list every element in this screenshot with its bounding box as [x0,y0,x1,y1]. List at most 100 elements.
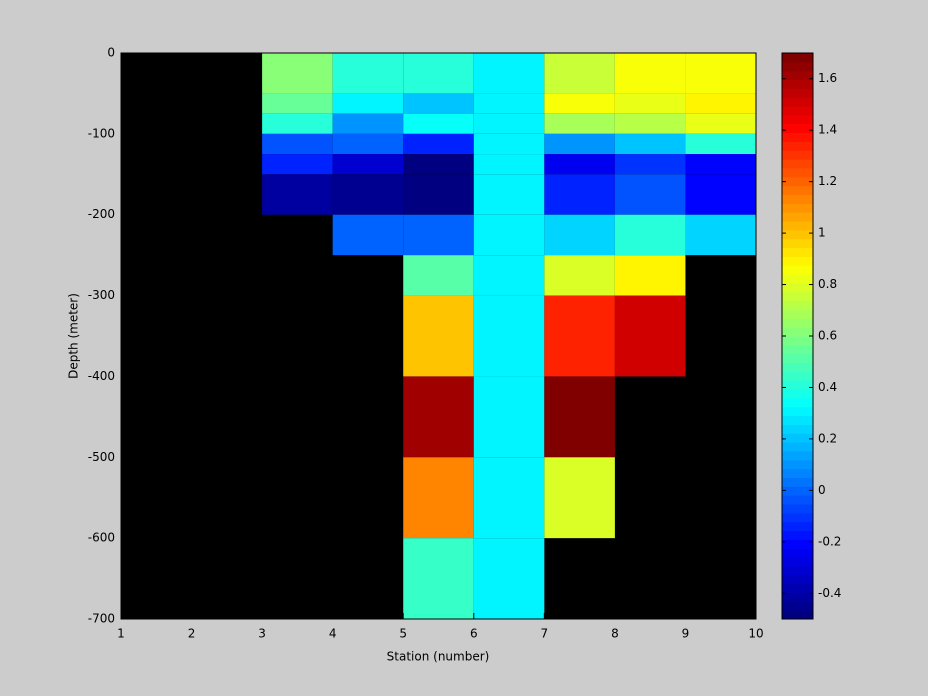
colorbar-segment [782,592,813,602]
heatmap-cell [403,295,474,377]
colorbar-segment [782,53,813,63]
heatmap-cell [544,255,615,296]
heatmap-cell [614,295,686,377]
heatmap-cell [403,214,474,256]
colorbar-segment [782,336,813,346]
heatmap-cell [544,376,615,458]
colorbar-segment [782,176,813,187]
colorbar-tick-label: -0.4 [818,586,841,600]
heatmap-cell [473,113,545,134]
x-tick-label: 6 [470,627,478,641]
heatmap-cell [544,457,615,539]
x-tick-label: 2 [188,627,196,641]
colorbar-tick-label: -0.2 [818,534,841,548]
colorbar-segment [782,114,813,125]
heatmap-cell [403,174,474,215]
colorbar-segment [782,167,813,178]
heatmap-cell [544,174,615,215]
colorbar-segment [782,88,813,98]
x-tick-label: 1 [117,627,125,641]
heatmap-cell [473,214,545,256]
colorbar-tick-label: 0.4 [818,380,837,394]
heatmap-cell [403,113,474,134]
heatmap-cell [332,133,404,155]
heatmap-cell [473,53,545,94]
heatmap-cell [544,154,615,175]
heatmap-cell [262,133,333,155]
colorbar-segment [782,203,813,213]
heatmap-cell [614,174,686,215]
x-tick-label: 10 [748,627,763,641]
y-tick-label: 0 [107,46,115,60]
heatmap-cell [685,214,756,256]
heatmap-cell [544,214,615,256]
heatmap-cell [473,154,545,175]
colorbar-segment [782,389,813,399]
colorbar-segment [782,238,813,249]
heatmap-cell [403,53,474,94]
y-tick-label: -500 [88,450,115,464]
colorbar-segment [782,282,813,293]
x-tick-label: 4 [329,627,337,641]
heatmap-cell [544,295,615,377]
colorbar-segment [782,380,813,390]
colorbar-segment [782,433,813,443]
heatmap-cell [473,255,545,296]
x-tick-label: 9 [682,627,690,641]
colorbar-segment [782,512,813,523]
colorbar-segment [782,79,813,89]
heatmap-cell [262,53,333,94]
heatmap-cell [473,376,545,458]
colorbar-segment [782,601,813,611]
colorbar-tick-label: 0 [818,483,826,497]
colorbar-segment [782,265,813,275]
heatmap-cell [403,93,474,114]
colorbar-segment [782,309,813,319]
heatmap-cell [473,93,545,114]
colorbar-segment [782,477,813,487]
colorbar-segment [782,97,813,107]
heatmap-cell [473,538,545,619]
colorbar-segment [782,106,813,116]
colorbar-segment [782,61,813,72]
colorbar-segment [782,327,813,337]
heatmap-cell [332,214,404,256]
heatmap-cell [614,93,686,114]
heatmap-cell [614,53,686,94]
colorbar-segment [782,459,813,470]
heatmap-cell [262,174,333,215]
colorbar-segment [782,371,813,381]
heatmap-cell [403,255,474,296]
heatmap-cell [262,113,333,134]
heatmap-cell [403,376,474,458]
colorbar-segment [782,362,813,372]
colorbar-segment [782,221,813,231]
colorbar-segment [782,450,813,461]
colorbar-segment [782,442,813,452]
heatmap-cell [614,154,686,175]
colorbar-segment [782,610,813,620]
colorbar-segment [782,521,813,532]
x-tick-label: 7 [541,627,549,641]
colorbar-tick-label: 1.6 [818,71,837,85]
heatmap-cell [332,174,404,215]
colorbar-segment [782,548,813,558]
heatmap-cell [614,113,686,134]
colorbar-segment [782,70,813,81]
heatmap-cell [544,113,615,134]
colorbar-segment [782,406,813,417]
colorbar-tick-label: 1 [818,226,826,240]
colorbar-segment [782,150,813,160]
colorbar-segment [782,159,813,169]
heatmap-cell [685,133,756,155]
colorbar-segment [782,486,813,496]
colorbar-segment [782,185,813,195]
y-tick-label: -400 [88,369,115,383]
colorbar-tick-label: 1.2 [818,174,837,188]
heatmap-cell [332,53,404,94]
colorbar-segment [782,557,813,567]
heatmap-cell [544,53,615,94]
colorbar-segment [782,247,813,257]
colorbar-segment [782,194,813,204]
heatmap-cell [473,295,545,377]
